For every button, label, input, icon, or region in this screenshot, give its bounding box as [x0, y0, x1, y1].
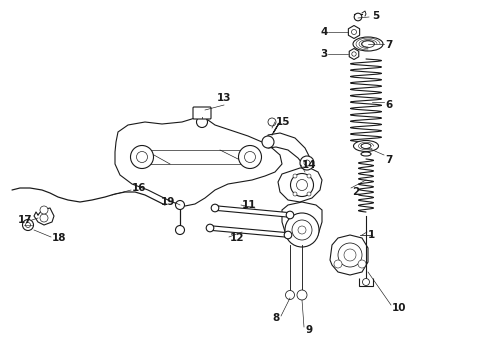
Circle shape	[363, 279, 369, 285]
Polygon shape	[210, 226, 288, 237]
Circle shape	[23, 220, 33, 230]
Text: 16: 16	[132, 183, 147, 193]
Circle shape	[25, 222, 30, 228]
Circle shape	[286, 291, 294, 300]
Ellipse shape	[353, 140, 378, 152]
Circle shape	[262, 136, 274, 148]
Circle shape	[344, 249, 356, 261]
Circle shape	[292, 220, 312, 240]
Text: 2: 2	[352, 187, 359, 197]
Circle shape	[298, 226, 306, 234]
Circle shape	[239, 145, 262, 168]
Circle shape	[284, 231, 292, 239]
Circle shape	[293, 192, 297, 196]
Circle shape	[40, 214, 48, 222]
Circle shape	[175, 225, 185, 234]
Circle shape	[352, 52, 356, 56]
Circle shape	[300, 156, 314, 170]
Circle shape	[307, 174, 311, 178]
Text: 12: 12	[230, 233, 245, 243]
Circle shape	[354, 13, 362, 21]
Circle shape	[206, 224, 214, 232]
Text: 13: 13	[217, 93, 231, 103]
Ellipse shape	[362, 40, 374, 48]
Circle shape	[293, 174, 297, 178]
Text: 15: 15	[276, 117, 291, 127]
Polygon shape	[330, 235, 368, 275]
Circle shape	[196, 117, 207, 127]
Ellipse shape	[361, 152, 371, 156]
Circle shape	[137, 152, 147, 162]
Circle shape	[304, 160, 310, 166]
Polygon shape	[348, 26, 360, 39]
Circle shape	[351, 30, 357, 35]
Text: 8: 8	[273, 313, 280, 323]
Circle shape	[40, 206, 48, 214]
Polygon shape	[349, 49, 359, 59]
Circle shape	[291, 174, 314, 197]
Text: 1: 1	[368, 230, 375, 240]
Text: 14: 14	[302, 160, 317, 170]
Text: 7: 7	[385, 40, 392, 50]
Circle shape	[286, 211, 294, 219]
Circle shape	[296, 180, 308, 190]
Text: 3: 3	[321, 49, 328, 59]
Polygon shape	[278, 168, 322, 202]
Circle shape	[130, 145, 153, 168]
Circle shape	[245, 152, 255, 162]
Polygon shape	[215, 206, 290, 217]
Text: 5: 5	[372, 11, 379, 21]
Text: 9: 9	[305, 325, 312, 335]
Circle shape	[307, 192, 311, 196]
Text: 17: 17	[17, 215, 32, 225]
Ellipse shape	[353, 37, 383, 51]
Circle shape	[211, 204, 219, 212]
Circle shape	[285, 213, 319, 247]
Circle shape	[334, 260, 342, 268]
Circle shape	[268, 118, 276, 126]
Text: 18: 18	[52, 233, 67, 243]
Text: 7: 7	[385, 155, 392, 165]
Polygon shape	[115, 118, 282, 206]
Text: 10: 10	[392, 303, 407, 313]
Text: 11: 11	[242, 200, 256, 210]
Circle shape	[175, 201, 185, 210]
Polygon shape	[268, 133, 310, 168]
FancyBboxPatch shape	[193, 107, 211, 119]
Text: 19: 19	[161, 197, 175, 207]
Circle shape	[338, 243, 362, 267]
Circle shape	[297, 290, 307, 300]
Circle shape	[358, 260, 366, 268]
Text: 6: 6	[385, 100, 392, 110]
Text: 4: 4	[320, 27, 328, 37]
Polygon shape	[282, 202, 322, 245]
Ellipse shape	[361, 144, 371, 149]
